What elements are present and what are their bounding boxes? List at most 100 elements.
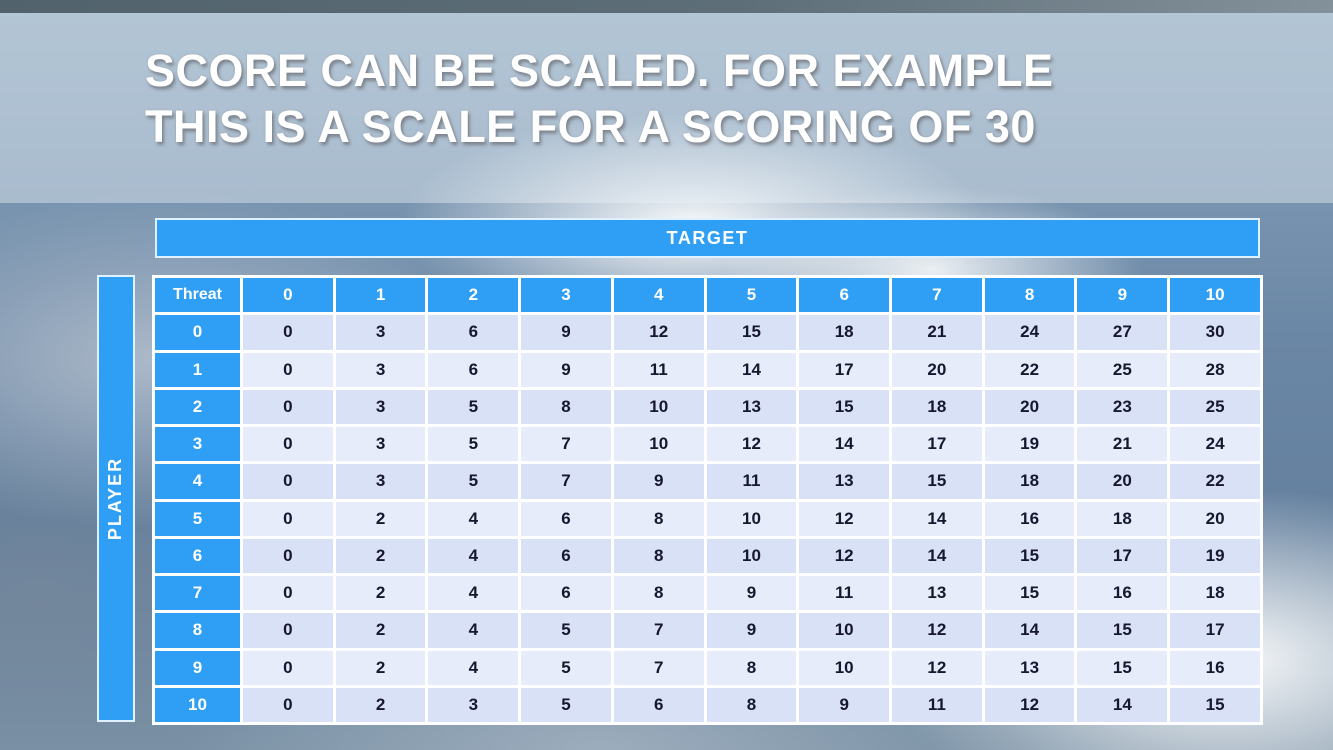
target-col-header: 0 xyxy=(243,278,333,313)
score-cell: 18 xyxy=(1170,576,1260,611)
score-cell: 0 xyxy=(243,576,333,611)
player-header-bar: PLAYER xyxy=(97,275,135,722)
score-cell: 5 xyxy=(428,427,519,462)
score-cell: 28 xyxy=(1170,352,1260,387)
score-cell: 3 xyxy=(335,427,426,462)
target-col-header: 2 xyxy=(428,278,519,313)
table-row: 5 0 2 4 6 8 10 12 14 16 18 20 xyxy=(155,501,1260,536)
score-cell: 25 xyxy=(1170,389,1260,424)
score-cell: 2 xyxy=(335,687,426,722)
table-row: 6 0 2 4 6 8 10 12 14 15 17 19 xyxy=(155,538,1260,573)
score-cell: 14 xyxy=(892,538,982,573)
score-cell: 4 xyxy=(428,650,519,685)
score-cell: 2 xyxy=(335,576,426,611)
score-cell: 12 xyxy=(799,538,890,573)
score-cell: 14 xyxy=(706,352,797,387)
score-cell: 5 xyxy=(428,389,519,424)
score-cell: 3 xyxy=(335,464,426,499)
slide-title-line-2: THIS IS A SCALE FOR A SCORING OF 30 xyxy=(145,101,1036,152)
score-cell: 10 xyxy=(613,389,704,424)
score-cell: 8 xyxy=(613,538,704,573)
score-cell: 0 xyxy=(243,352,333,387)
score-cell: 12 xyxy=(706,427,797,462)
score-cell: 9 xyxy=(706,613,797,648)
score-cell: 16 xyxy=(1077,576,1168,611)
score-cell: 15 xyxy=(706,315,797,350)
score-cell: 7 xyxy=(521,427,611,462)
score-cell: 15 xyxy=(1077,650,1168,685)
table-row: 10 0 2 3 5 6 8 9 11 12 14 15 xyxy=(155,687,1260,722)
score-cell: 22 xyxy=(1170,464,1260,499)
score-cell: 24 xyxy=(984,315,1075,350)
score-cell: 14 xyxy=(1077,687,1168,722)
score-cell: 23 xyxy=(1077,389,1168,424)
score-cell: 16 xyxy=(1170,650,1260,685)
score-cell: 6 xyxy=(521,501,611,536)
score-cell: 4 xyxy=(428,538,519,573)
score-cell: 17 xyxy=(892,427,982,462)
score-cell: 13 xyxy=(799,464,890,499)
score-cell: 11 xyxy=(706,464,797,499)
score-cell: 19 xyxy=(984,427,1075,462)
score-cell: 11 xyxy=(613,352,704,387)
table-row: 0 0 3 6 9 12 15 18 21 24 27 30 xyxy=(155,315,1260,350)
table-row: 1 0 3 6 9 11 14 17 20 22 25 28 xyxy=(155,352,1260,387)
target-col-header: 9 xyxy=(1077,278,1168,313)
score-table: Threat 0 1 2 3 4 5 6 7 8 9 10 0 0 3 6 9 12 15 18 21 24 27 30 1 0 3… xyxy=(152,275,1263,725)
score-cell: 3 xyxy=(335,315,426,350)
score-cell: 20 xyxy=(984,389,1075,424)
score-cell: 15 xyxy=(984,576,1075,611)
target-col-header: 4 xyxy=(613,278,704,313)
score-cell: 10 xyxy=(706,501,797,536)
score-cell: 10 xyxy=(613,427,704,462)
table-row: 7 0 2 4 6 8 9 11 13 15 16 18 xyxy=(155,576,1260,611)
score-cell: 8 xyxy=(613,501,704,536)
table-row: 2 0 3 5 8 10 13 15 18 20 23 25 xyxy=(155,389,1260,424)
score-cell: 8 xyxy=(706,650,797,685)
score-cell: 10 xyxy=(799,650,890,685)
score-cell: 21 xyxy=(892,315,982,350)
player-row-header: 3 xyxy=(155,427,240,462)
player-row-header: 10 xyxy=(155,687,240,722)
target-col-header: 5 xyxy=(706,278,797,313)
score-cell: 6 xyxy=(521,538,611,573)
target-header-bar: TARGET xyxy=(155,218,1260,258)
player-row-header: 2 xyxy=(155,389,240,424)
target-col-header: 7 xyxy=(892,278,982,313)
table-row: 8 0 2 4 5 7 9 10 12 14 15 17 xyxy=(155,613,1260,648)
score-cell: 11 xyxy=(799,576,890,611)
player-row-header: 4 xyxy=(155,464,240,499)
score-cell: 24 xyxy=(1170,427,1260,462)
score-cell: 9 xyxy=(521,315,611,350)
score-cell: 20 xyxy=(1170,501,1260,536)
score-cell: 4 xyxy=(428,613,519,648)
score-cell: 12 xyxy=(984,687,1075,722)
player-row-header: 1 xyxy=(155,352,240,387)
score-cell: 15 xyxy=(1170,687,1260,722)
target-col-header: 3 xyxy=(521,278,611,313)
score-cell: 7 xyxy=(613,613,704,648)
score-cell: 15 xyxy=(984,538,1075,573)
score-cell: 20 xyxy=(892,352,982,387)
score-cell: 27 xyxy=(1077,315,1168,350)
score-cell: 10 xyxy=(706,538,797,573)
score-cell: 0 xyxy=(243,464,333,499)
score-cell: 5 xyxy=(428,464,519,499)
player-row-header: 9 xyxy=(155,650,240,685)
score-cell: 10 xyxy=(799,613,890,648)
score-cell: 0 xyxy=(243,315,333,350)
target-col-header: 6 xyxy=(799,278,890,313)
score-cell: 14 xyxy=(984,613,1075,648)
score-cell: 6 xyxy=(521,576,611,611)
score-cell: 16 xyxy=(984,501,1075,536)
player-label: PLAYER xyxy=(105,456,126,541)
score-cell: 18 xyxy=(1077,501,1168,536)
score-cell: 0 xyxy=(243,501,333,536)
score-cell: 5 xyxy=(521,650,611,685)
table-row: 9 0 2 4 5 7 8 10 12 13 15 16 xyxy=(155,650,1260,685)
score-cell: 6 xyxy=(428,352,519,387)
score-cell: 8 xyxy=(613,576,704,611)
score-cell: 12 xyxy=(613,315,704,350)
score-cell: 18 xyxy=(984,464,1075,499)
score-cell: 14 xyxy=(799,427,890,462)
